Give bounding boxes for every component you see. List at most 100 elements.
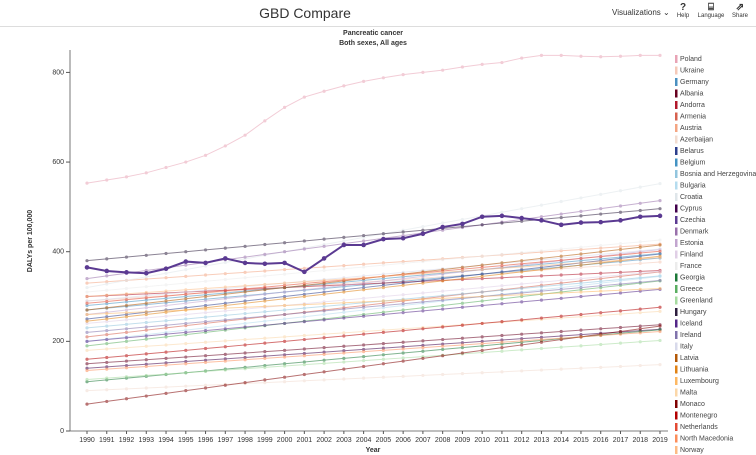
- y-tick-label: 0: [60, 428, 64, 435]
- series-line: [86, 257, 661, 298]
- data-point: [144, 373, 148, 378]
- legend-label: Bulgaria: [680, 182, 706, 189]
- data-point: [243, 321, 247, 326]
- legend-label: Georgia: [680, 274, 705, 281]
- data-point: [263, 380, 267, 385]
- data-point: [362, 308, 366, 312]
- help-button[interactable]: ? Help: [676, 2, 690, 19]
- data-point: [105, 317, 109, 321]
- data-point: [203, 299, 208, 303]
- series: [85, 255, 662, 299]
- data-point: [638, 257, 642, 261]
- language-button[interactable]: ⌸ Language: [697, 2, 725, 19]
- y-axis-label: DALYs per 100,000: [27, 210, 34, 272]
- data-point: [342, 344, 346, 348]
- series-line: [86, 248, 661, 302]
- data-point: [184, 250, 188, 254]
- series: [85, 323, 662, 366]
- legend-swatch: [675, 170, 678, 178]
- data-point: [223, 292, 227, 296]
- menu-label[interactable]: Visualizations: [612, 8, 661, 17]
- data-point: [460, 292, 465, 296]
- data-point: [480, 272, 484, 276]
- data-point: [401, 277, 405, 281]
- data-point: [520, 275, 524, 279]
- data-point: [105, 306, 109, 310]
- legend-swatch: [675, 319, 678, 328]
- data-point: [243, 294, 247, 299]
- data-point: [579, 263, 583, 267]
- data-point: [638, 245, 642, 249]
- data-point: [144, 298, 148, 302]
- button-label[interactable]: Language: [697, 13, 725, 19]
- data-point: [85, 277, 89, 281]
- data-point: [579, 312, 583, 317]
- data-point: [559, 278, 563, 282]
- data-point: [500, 284, 504, 288]
- data-point: [164, 363, 168, 367]
- data-point: [638, 324, 642, 328]
- legend-swatch: [675, 89, 678, 98]
- data-point: [520, 286, 524, 291]
- data-point: [203, 153, 208, 157]
- data-point: [85, 366, 89, 370]
- data-point: [85, 294, 89, 299]
- visualizations-menu[interactable]: Visualizations ⌄: [612, 8, 670, 17]
- data-point: [85, 281, 89, 285]
- button-label[interactable]: Help: [676, 13, 690, 19]
- data-point: [342, 310, 346, 314]
- data-point: [302, 354, 306, 358]
- data-point: [223, 289, 227, 293]
- data-point: [480, 223, 484, 227]
- legend-swatch: [675, 285, 678, 293]
- data-point: [460, 336, 465, 340]
- legend-swatch: [675, 411, 678, 420]
- data-point: [184, 324, 188, 328]
- data-point: [164, 271, 168, 275]
- data-point: [342, 331, 346, 335]
- data-point: [441, 347, 445, 352]
- legend-swatch: [675, 204, 678, 213]
- data-point: [223, 303, 227, 308]
- data-point: [480, 277, 484, 281]
- data-point: [441, 337, 445, 342]
- data-point: [441, 344, 445, 348]
- y-tick-label: 400: [52, 249, 64, 256]
- button-label[interactable]: Share: [731, 13, 748, 19]
- data-point: [263, 269, 267, 273]
- data-point: [263, 356, 267, 360]
- x-tick-label: 2009: [455, 437, 471, 444]
- data-point: [124, 292, 129, 296]
- data-point: [105, 293, 109, 297]
- data-point: [164, 309, 168, 313]
- data-point: [480, 339, 484, 343]
- data-point: [500, 276, 504, 280]
- series: [85, 254, 662, 323]
- data-point: [322, 265, 326, 269]
- data-point: [421, 356, 425, 360]
- data-point: [124, 354, 129, 358]
- data-point: [381, 306, 385, 310]
- data-point: [500, 210, 504, 214]
- data-point: [480, 263, 484, 267]
- data-point: [539, 256, 544, 261]
- data-point: [520, 348, 524, 352]
- share-button[interactable]: ⇗ Share: [731, 2, 748, 19]
- data-point: [539, 274, 544, 278]
- data-point: [85, 357, 89, 361]
- data-point: [638, 53, 642, 57]
- data-point: [401, 374, 405, 378]
- data-point: [618, 189, 623, 193]
- data-point: [362, 281, 366, 285]
- data-point: [223, 260, 227, 265]
- data-point: [163, 266, 169, 272]
- data-point: [480, 294, 484, 299]
- data-point: [381, 375, 385, 379]
- legend-swatch: [675, 377, 678, 385]
- data-point: [282, 260, 287, 266]
- data-point: [658, 207, 662, 211]
- data-point: [184, 341, 188, 346]
- data-point: [105, 288, 109, 292]
- data-point: [184, 160, 188, 164]
- data-point: [184, 288, 188, 292]
